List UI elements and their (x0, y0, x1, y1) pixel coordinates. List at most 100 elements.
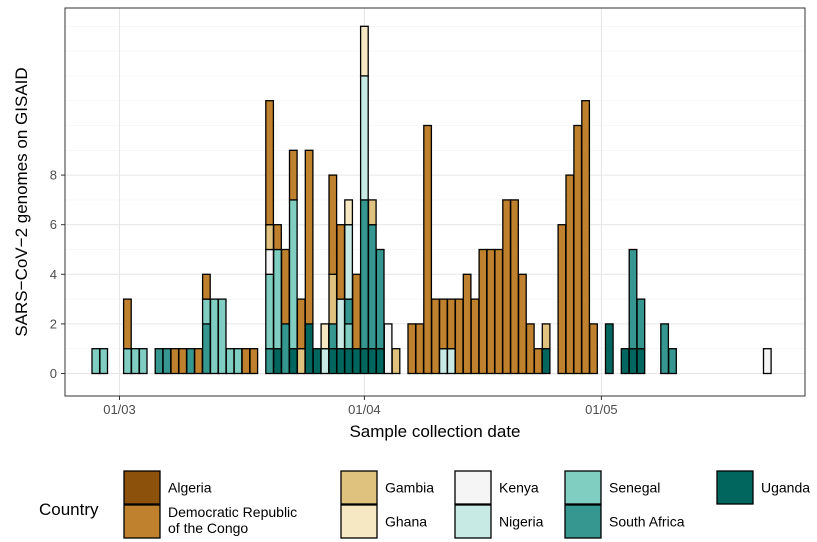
y-tick-label: 4 (50, 267, 57, 282)
bar-segment-drc (470, 298, 480, 375)
bar-segment-nigeria (336, 298, 346, 350)
bar-segment-drc (352, 273, 361, 350)
bar-segment-senegal (122, 348, 132, 375)
bar-segment-nigeria (344, 224, 354, 300)
legend-swatch-senegal (564, 470, 602, 505)
bar-segment-senegal (91, 348, 101, 375)
bar-segment-uganda (304, 323, 314, 375)
bar-segment-drc (589, 323, 598, 375)
bar-segment-kenya (383, 323, 393, 375)
bar-segment-drc (510, 199, 519, 375)
legend-swatch-drc (123, 504, 161, 539)
bar-segment-uganda (375, 348, 385, 375)
legend-swatch-south_africa (564, 504, 602, 539)
bar-segment-uganda (344, 348, 354, 375)
legend: Country Algeria Democratic Republic of the … (39, 470, 810, 539)
bar-segment-drc (241, 348, 251, 375)
bar-segment-south_africa (162, 348, 172, 375)
bar-segment-senegal (273, 248, 282, 350)
bar-segment-uganda (636, 348, 646, 375)
bar-segment-senegal (209, 298, 219, 375)
legend-label-algeria: Algeria (168, 480, 212, 496)
bar-segment-senegal (265, 273, 275, 350)
bar-segment-south_africa (344, 298, 354, 325)
legend-label-south_africa: South Africa (609, 514, 685, 530)
bar-segment-uganda (367, 348, 377, 375)
bar-segment-uganda (620, 348, 630, 375)
legend-label-ghana: Ghana (385, 514, 427, 530)
bar-segment-drc (304, 149, 314, 325)
legend-label-drc: Democratic Republic of the Congo (168, 504, 297, 536)
legend-swatch-kenya (454, 470, 492, 505)
bar-segment-senegal (201, 298, 211, 325)
bar-segment-senegal (288, 199, 298, 350)
bar-segment-kenya (265, 248, 275, 275)
bar-segment-gambia (328, 273, 338, 325)
bar-segment-uganda (312, 348, 322, 375)
bar-segment-drc (296, 298, 306, 350)
bar-segment-drc (415, 323, 425, 375)
bar-segment-nigeria (446, 348, 456, 375)
bar-segment-senegal (99, 348, 109, 375)
bar-segment-south_africa (154, 348, 164, 375)
bar-segment-drc (336, 224, 346, 300)
bar-segment-south_africa (280, 323, 290, 375)
bar-segment-nigeria (320, 348, 330, 375)
x-tick-label: 01/04 (348, 402, 381, 417)
bar-segment-nigeria (438, 348, 448, 375)
x-tick-label: 01/03 (103, 402, 136, 417)
bar-segment-drc (486, 248, 496, 375)
bar-segment-senegal (344, 323, 354, 350)
bar-segment-south_africa (265, 348, 275, 375)
y-axis: 0 2 4 6 8 (50, 168, 65, 381)
y-tick-label: 6 (50, 217, 57, 232)
legend-title: Country (39, 500, 99, 519)
legend-swatch-nigeria (454, 504, 492, 539)
bar-segment-drc (494, 248, 504, 375)
bar-segment-drc (478, 248, 488, 375)
legend-swatch-algeria (123, 470, 161, 505)
y-tick-label: 8 (50, 168, 57, 183)
bar-segment-ghana (344, 199, 354, 226)
bar-segment-south_africa (660, 323, 670, 375)
bar-segment-drc (407, 323, 417, 375)
legend-swatch-gambia (340, 470, 378, 505)
bar-segment-drc (462, 273, 472, 375)
bar-segment-nigeria (359, 75, 369, 201)
bar-segment-drc (122, 298, 132, 350)
bar-segment-drc (273, 224, 282, 251)
bar-segment-south_africa (328, 323, 338, 350)
y-axis-title: SARS−CoV−2 genomes on GISAID (12, 67, 31, 336)
bar-segment-uganda (352, 348, 361, 375)
bar-segment-uganda (604, 323, 614, 375)
bar-segment-drc (201, 273, 211, 300)
bar-segment-drc (454, 298, 464, 375)
bar-segment-drc (573, 124, 583, 375)
bar-segment-drc (431, 298, 440, 375)
bar-segment-drc (288, 149, 298, 201)
bar-segment-kenya (762, 348, 772, 375)
bar-segment-gambia (367, 199, 377, 226)
x-axis-title: Sample collection date (349, 422, 520, 441)
grid-lines (65, 8, 805, 396)
legend-label-nigeria: Nigeria (499, 514, 544, 530)
bar-segment-south_africa (668, 348, 677, 375)
legend-label-gambia: Gambia (385, 480, 434, 496)
bar-segment-drc (265, 100, 275, 226)
bar-segment-uganda (628, 348, 638, 375)
plot-panel-border (64, 7, 806, 397)
bar-segment-senegal (233, 348, 243, 375)
bar-segment-ghana (359, 25, 369, 77)
bar-segment-drc (502, 199, 512, 375)
bar-segment-drc (249, 348, 259, 375)
bar-segment-uganda (359, 348, 369, 375)
bar-segment-drc (525, 323, 535, 375)
bar-segment-drc (533, 348, 543, 375)
bar-segment-south_africa (636, 298, 646, 350)
x-tick-label: 01/05 (585, 402, 618, 417)
bar-segment-uganda (336, 348, 346, 375)
bar-segment-south_africa (375, 248, 385, 350)
bar-segment-south_africa (367, 224, 377, 350)
bar-segment-senegal (225, 348, 235, 375)
